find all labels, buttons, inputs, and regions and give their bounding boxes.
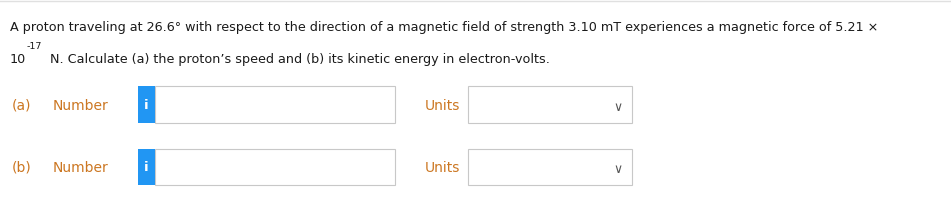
- FancyBboxPatch shape: [155, 87, 395, 123]
- FancyBboxPatch shape: [468, 87, 632, 123]
- Text: i: i: [145, 161, 148, 173]
- FancyBboxPatch shape: [138, 149, 155, 185]
- Text: Units: Units: [425, 160, 460, 174]
- Text: i: i: [145, 99, 148, 111]
- Text: 10: 10: [10, 53, 26, 66]
- FancyBboxPatch shape: [155, 149, 395, 185]
- Text: A proton traveling at 26.6° with respect to the direction of a magnetic field of: A proton traveling at 26.6° with respect…: [10, 21, 878, 34]
- FancyBboxPatch shape: [138, 87, 155, 123]
- Text: N. Calculate (a) the proton’s speed and (b) its kinetic energy in electron-volts: N. Calculate (a) the proton’s speed and …: [46, 53, 550, 66]
- Text: (a): (a): [11, 98, 31, 112]
- Text: (b): (b): [11, 160, 31, 174]
- Text: ∨: ∨: [613, 101, 623, 113]
- Text: Number: Number: [52, 160, 108, 174]
- FancyBboxPatch shape: [468, 149, 632, 185]
- Text: -17: -17: [27, 42, 42, 51]
- Text: Number: Number: [52, 98, 108, 112]
- Text: Units: Units: [425, 98, 460, 112]
- Text: ∨: ∨: [613, 163, 623, 175]
